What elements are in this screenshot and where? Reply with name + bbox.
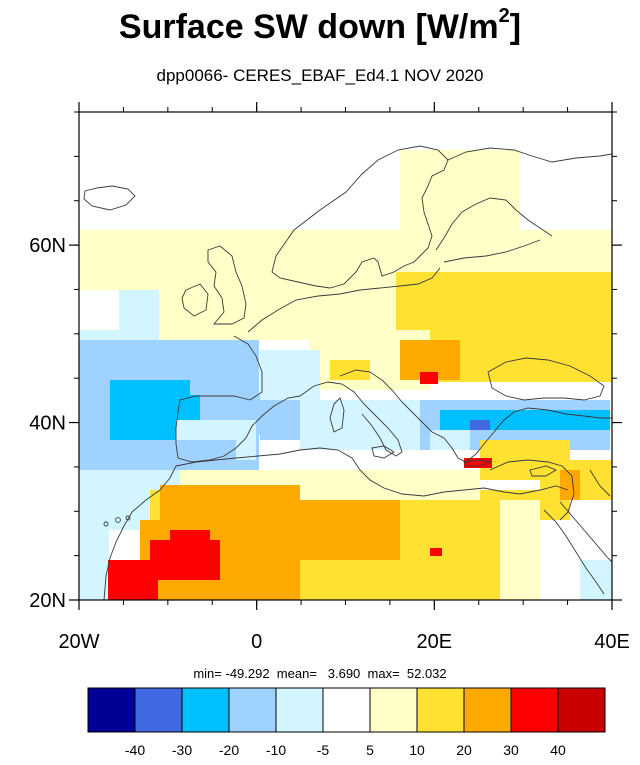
levant-coast xyxy=(489,459,575,521)
iberia-coast xyxy=(175,395,301,463)
adriatic-north xyxy=(339,369,433,433)
field-patch xyxy=(560,470,580,500)
colorbar-label: -10 xyxy=(266,742,286,758)
colorbar-box xyxy=(369,687,418,733)
italy-west-coast xyxy=(299,381,403,457)
field-patch xyxy=(430,548,442,556)
balkan-turkey-coast xyxy=(431,407,612,463)
west-africa-coast xyxy=(103,465,177,600)
field-patch xyxy=(430,430,470,450)
field-patch xyxy=(260,350,320,400)
red-sea-east xyxy=(559,501,612,563)
coastlines xyxy=(83,145,612,600)
colorbar-label: -40 xyxy=(125,742,145,758)
anomaly-field xyxy=(79,150,612,600)
colorbar-box xyxy=(228,687,277,733)
colorbar-box xyxy=(181,687,230,733)
lon-tick-label: 20W xyxy=(58,631,99,653)
statistics-label: min= -49.292 mean= 3.690 max= 52.032 xyxy=(193,666,447,681)
field-patch xyxy=(300,500,400,560)
gulf-arabia-coast xyxy=(589,469,611,497)
colorbar-box xyxy=(557,687,606,733)
lat-tick-label: 20N xyxy=(29,590,66,612)
colorbar-box xyxy=(87,687,136,733)
colorbar-box xyxy=(275,687,324,733)
field-patch xyxy=(464,458,492,468)
colorbar-box xyxy=(416,687,465,733)
red-sea-west xyxy=(543,509,605,595)
field-patch xyxy=(330,360,370,380)
crete-coast xyxy=(463,459,492,467)
colorbar-label: -30 xyxy=(172,742,192,758)
colorbar-label: 10 xyxy=(409,742,425,758)
cyprus-coast xyxy=(529,465,558,477)
colorbar-label: -5 xyxy=(317,742,330,758)
arctic-coast xyxy=(447,147,612,163)
colorbar-label: 5 xyxy=(366,742,374,758)
sardinia-coast xyxy=(329,397,345,433)
field-patch xyxy=(79,290,119,330)
map-panel: 20W 0 20E 40E 20N 40N 60N xyxy=(29,102,630,653)
colorbar-box xyxy=(510,687,559,733)
field-patch xyxy=(420,372,438,384)
lat-tick-label: 40N xyxy=(29,413,66,435)
sicily-coast xyxy=(371,445,395,459)
gulf-coast xyxy=(443,239,541,263)
lon-tick-label: 20E xyxy=(417,631,453,653)
field-patch xyxy=(400,520,500,560)
colorbar-box xyxy=(322,687,371,733)
field-patch xyxy=(79,530,109,600)
france-west-coast xyxy=(233,335,263,401)
ireland-coast xyxy=(181,283,209,317)
black-sea xyxy=(487,357,605,401)
plot-subtitle: dpp0066- CERES_EBAF_Ed4.1 NOV 2020 xyxy=(156,66,484,85)
iceland-coast xyxy=(83,185,136,211)
colorbar-box xyxy=(134,687,183,733)
field-patch xyxy=(470,420,490,430)
north-africa-coast xyxy=(175,447,569,497)
field-patch xyxy=(400,150,520,230)
north-europe-coast xyxy=(247,267,441,333)
britain-coast xyxy=(207,245,247,325)
scandinavia-coast xyxy=(271,145,449,289)
colorbar-label: -20 xyxy=(219,742,239,758)
lon-tick-label: 0 xyxy=(251,631,262,653)
colorbar-box xyxy=(463,687,512,733)
colorbar-label: 40 xyxy=(550,742,566,758)
finland-coast xyxy=(435,197,553,251)
colorbar-label: 30 xyxy=(503,742,519,758)
colorbar-label: 20 xyxy=(456,742,472,758)
lat-tick-label: 60N xyxy=(29,235,66,257)
field-patch xyxy=(500,500,540,600)
field-patch xyxy=(108,560,158,600)
lon-tick-label: 40E xyxy=(594,631,630,653)
plot-title: Surface SW down [W/m2] xyxy=(118,4,522,46)
field-patch xyxy=(170,530,210,550)
